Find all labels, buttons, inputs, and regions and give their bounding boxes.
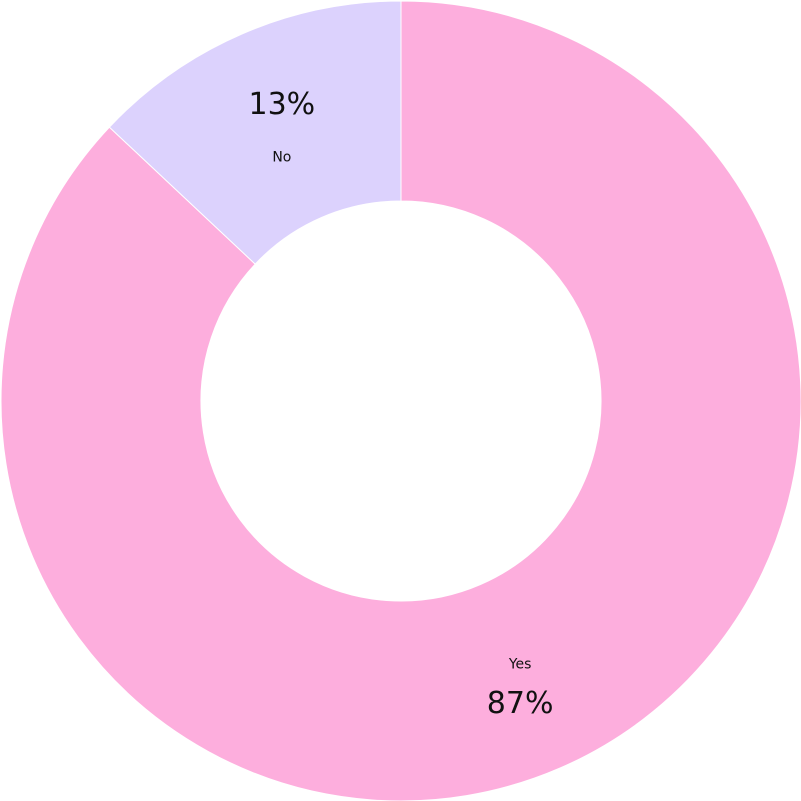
segment-percent: 13% [249,87,316,122]
segment-percent: 87% [487,686,554,721]
segment-label: Yes [508,656,532,672]
segment-label: No [272,150,291,166]
donut-segment [108,0,402,265]
